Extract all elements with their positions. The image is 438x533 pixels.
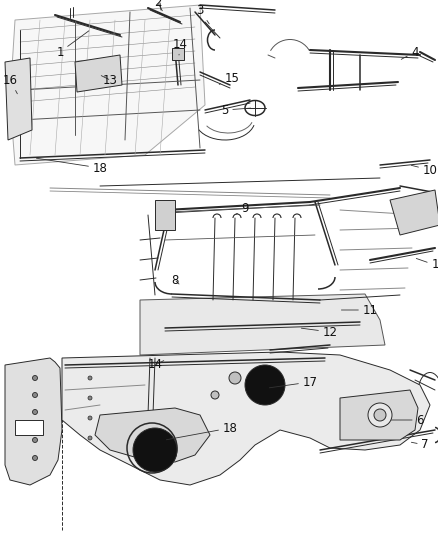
Text: 5: 5 xyxy=(221,103,251,117)
Polygon shape xyxy=(95,408,210,462)
Circle shape xyxy=(88,436,92,440)
Circle shape xyxy=(88,376,92,380)
Circle shape xyxy=(32,376,38,381)
Circle shape xyxy=(88,416,92,420)
Text: 4: 4 xyxy=(401,45,419,59)
Text: 11: 11 xyxy=(341,303,378,317)
Text: 18: 18 xyxy=(166,422,237,440)
Circle shape xyxy=(245,365,285,405)
Circle shape xyxy=(374,409,386,421)
Polygon shape xyxy=(62,352,430,485)
Bar xyxy=(172,48,184,60)
Text: 10: 10 xyxy=(411,164,438,176)
Text: 12: 12 xyxy=(301,326,338,338)
Polygon shape xyxy=(340,390,418,440)
Circle shape xyxy=(251,391,259,399)
Text: 15: 15 xyxy=(219,71,240,85)
Bar xyxy=(15,420,43,435)
Circle shape xyxy=(368,403,392,427)
Text: 1: 1 xyxy=(416,259,438,271)
Circle shape xyxy=(32,409,38,415)
Text: 18: 18 xyxy=(36,158,107,174)
Polygon shape xyxy=(5,358,62,485)
Text: 2: 2 xyxy=(154,0,162,11)
Text: 9: 9 xyxy=(236,201,249,214)
Polygon shape xyxy=(390,190,438,235)
Circle shape xyxy=(32,438,38,442)
Circle shape xyxy=(32,456,38,461)
Circle shape xyxy=(133,428,177,472)
Text: 8: 8 xyxy=(171,273,179,287)
Text: 16: 16 xyxy=(3,74,18,94)
Polygon shape xyxy=(75,55,122,92)
Text: 14: 14 xyxy=(148,359,164,372)
Polygon shape xyxy=(140,294,385,355)
Text: 13: 13 xyxy=(101,74,117,86)
Text: 14: 14 xyxy=(173,38,187,55)
Text: 7: 7 xyxy=(411,439,429,451)
Circle shape xyxy=(88,396,92,400)
Circle shape xyxy=(32,392,38,398)
Text: 6: 6 xyxy=(392,414,424,426)
Polygon shape xyxy=(5,58,32,140)
Polygon shape xyxy=(10,5,205,165)
Text: 3: 3 xyxy=(196,4,209,24)
Circle shape xyxy=(211,391,219,399)
Circle shape xyxy=(229,372,241,384)
Bar xyxy=(155,200,175,230)
Text: 1: 1 xyxy=(56,31,89,59)
Text: 17: 17 xyxy=(269,376,318,389)
